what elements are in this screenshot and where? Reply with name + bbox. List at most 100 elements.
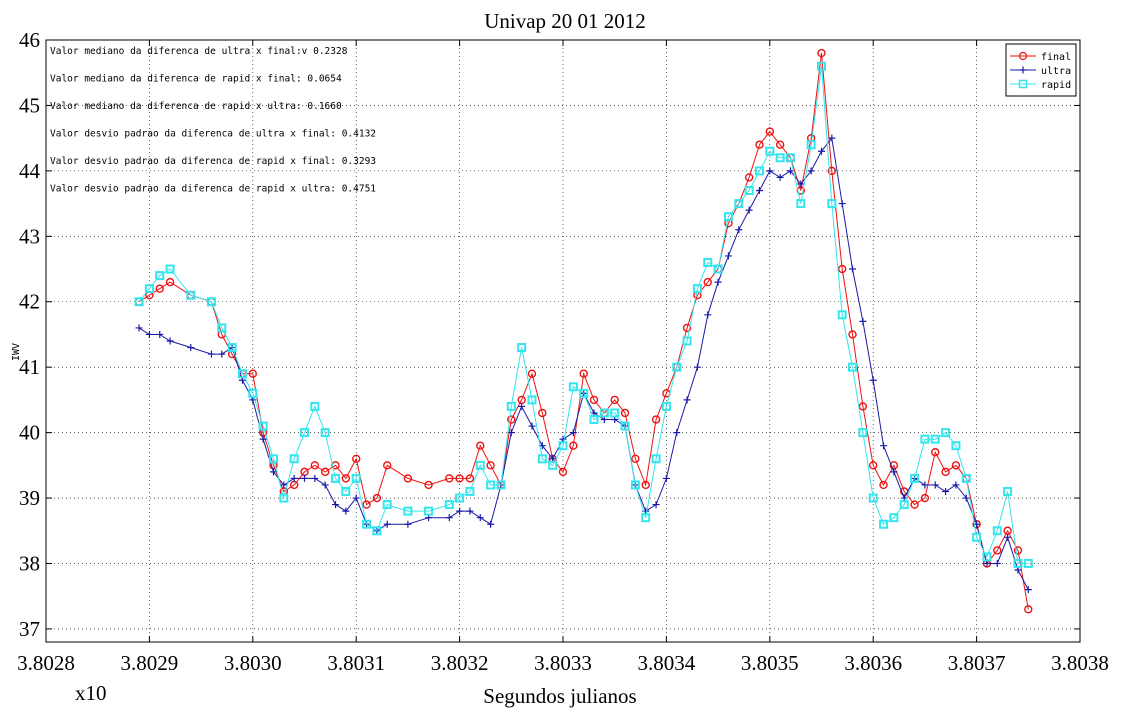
data-point xyxy=(754,166,764,176)
data-point xyxy=(1024,586,1032,594)
data-point xyxy=(620,408,630,418)
data-point xyxy=(693,363,701,371)
data-point xyxy=(455,474,464,483)
data-point xyxy=(849,265,857,273)
data-point xyxy=(383,461,392,470)
data-point xyxy=(259,435,267,443)
y-tick-label: 43 xyxy=(19,224,40,248)
data-point xyxy=(910,473,920,483)
data-point xyxy=(382,500,392,510)
data-point xyxy=(776,173,784,181)
data-point xyxy=(899,500,909,510)
data-point xyxy=(682,336,692,346)
data-point xyxy=(858,402,868,411)
data-point xyxy=(301,474,308,482)
series-rapid xyxy=(134,61,1033,568)
data-point xyxy=(362,500,371,509)
data-point xyxy=(321,481,329,489)
data-point xyxy=(487,520,495,528)
data-point xyxy=(993,546,1002,555)
data-point xyxy=(942,488,950,495)
y-tick-label: 39 xyxy=(19,486,40,510)
data-point xyxy=(1003,487,1013,496)
data-point xyxy=(518,402,526,410)
stats-annotation: Valor desvio padrao da diferenca de rapi… xyxy=(50,184,376,195)
data-point xyxy=(372,493,382,503)
data-point xyxy=(651,415,661,424)
data-point xyxy=(704,311,712,319)
data-point xyxy=(465,474,475,483)
data-point xyxy=(951,461,961,470)
data-point xyxy=(848,362,858,372)
data-point xyxy=(713,264,723,274)
stats-annotation: Valor mediano da diferenca de rapid x ul… xyxy=(50,101,342,112)
x-tick-label: 3.8032 xyxy=(431,651,489,675)
data-point xyxy=(372,526,382,536)
legend-label: rapid xyxy=(1041,80,1071,91)
data-point xyxy=(858,428,868,438)
data-point xyxy=(879,519,889,529)
data-point xyxy=(1023,558,1033,568)
data-point xyxy=(1004,533,1012,541)
x-axis-label: Segundos julianos xyxy=(483,684,636,708)
data-point xyxy=(466,507,474,515)
data-point xyxy=(910,500,919,509)
data-point xyxy=(341,487,351,496)
data-point xyxy=(869,376,877,384)
data-point xyxy=(661,401,671,411)
data-point xyxy=(992,526,1002,536)
data-point xyxy=(941,467,950,477)
data-point xyxy=(166,337,174,345)
data-point xyxy=(444,500,454,510)
y-axis-label: IWV xyxy=(11,343,22,361)
data-point xyxy=(827,166,837,176)
y-tick-label: 41 xyxy=(19,355,40,379)
stats-annotation: Valor mediano da diferenca de rapid x fi… xyxy=(50,74,342,85)
legend-marker xyxy=(1018,51,1028,61)
data-point xyxy=(424,506,434,516)
data-point xyxy=(641,480,650,490)
legend-label: ultra xyxy=(1041,66,1071,77)
data-point xyxy=(424,480,433,490)
data-point xyxy=(145,330,153,338)
data-point xyxy=(931,481,939,489)
data-point xyxy=(476,441,485,450)
data-point xyxy=(527,369,537,378)
data-point xyxy=(880,442,888,450)
data-point xyxy=(331,461,340,470)
data-point xyxy=(848,330,857,339)
data-point xyxy=(651,454,661,464)
data-point xyxy=(869,461,878,470)
x-tick-label: 3.8038 xyxy=(1051,651,1109,675)
data-point xyxy=(806,140,816,150)
y-tick-label: 40 xyxy=(19,421,40,445)
data-point xyxy=(714,278,722,286)
data-point xyxy=(404,520,412,528)
data-point xyxy=(610,408,620,418)
data-point xyxy=(672,362,682,372)
data-point xyxy=(258,421,268,431)
data-point xyxy=(465,487,475,496)
data-point xyxy=(486,480,496,490)
data-point xyxy=(507,415,516,424)
data-point xyxy=(341,474,351,483)
data-point xyxy=(579,388,589,398)
data-point xyxy=(134,297,144,307)
data-point xyxy=(630,480,640,490)
annotations: Valor mediano da diferenca de ultra x fi… xyxy=(50,46,376,195)
data-point xyxy=(682,323,692,333)
data-point xyxy=(445,514,453,522)
series-line-rapid xyxy=(138,66,1029,564)
data-point xyxy=(331,473,341,483)
data-point xyxy=(403,506,413,516)
data-point xyxy=(982,552,992,562)
data-point xyxy=(744,186,754,195)
data-point xyxy=(237,369,247,379)
data-point xyxy=(652,501,660,509)
data-point xyxy=(993,559,1001,567)
x-tick-label: 3.8028 xyxy=(17,651,75,675)
x-tick-label: 3.8029 xyxy=(121,651,179,675)
data-point xyxy=(589,395,599,405)
data-point xyxy=(817,61,826,71)
